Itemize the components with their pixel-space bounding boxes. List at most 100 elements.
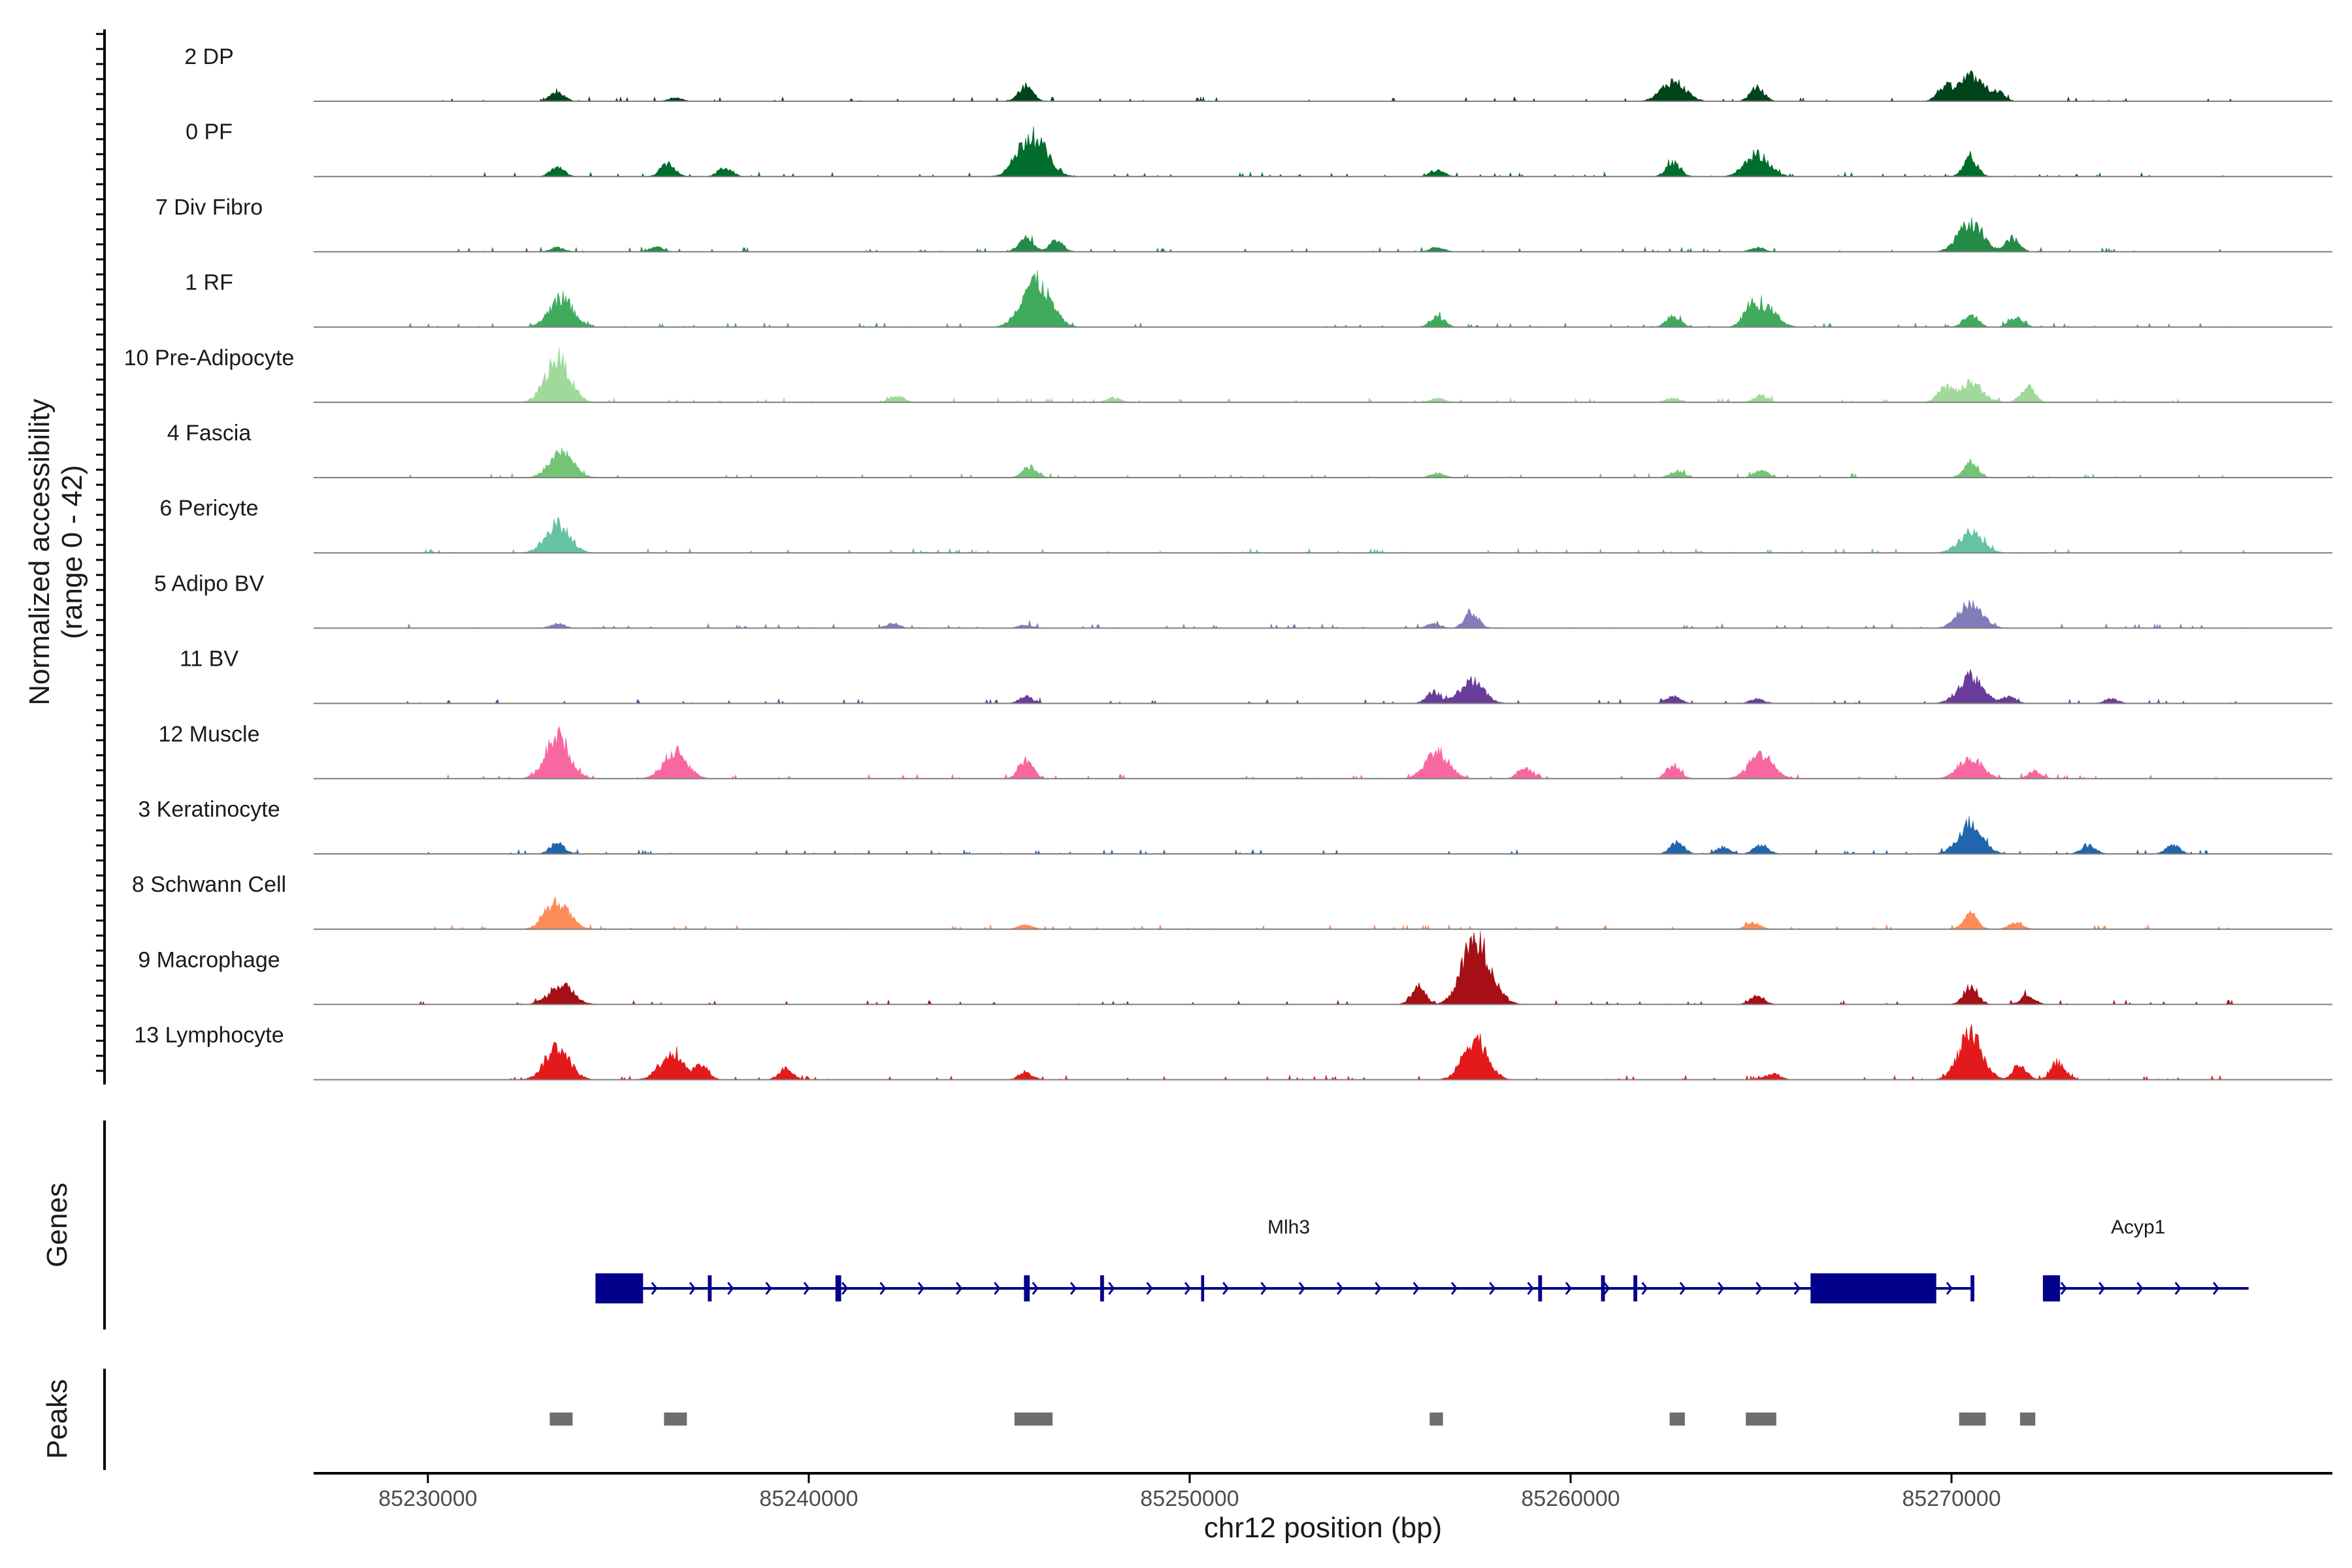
- strand-arrow: [994, 1282, 1001, 1295]
- strand-arrow: [1946, 1282, 1953, 1295]
- x-axis-title: chr12 position (bp): [1204, 1512, 1442, 1544]
- coverage-area-6-pericyte: [404, 516, 2246, 554]
- exon: [1810, 1273, 1936, 1303]
- strand-arrow: [955, 1282, 963, 1295]
- exon: [1633, 1275, 1637, 1301]
- exon: [1970, 1275, 1974, 1301]
- peaks-track-title: Peaks: [41, 1379, 73, 1459]
- track-2-dp: 2 DP: [184, 44, 2332, 103]
- track-label-11-bv: 11 BV: [180, 647, 238, 672]
- track-label-13-lymphocyte: 13 Lymphocyte: [134, 1023, 284, 1048]
- strand-arrow: [1527, 1282, 1534, 1295]
- coverage-area-7-div-fibro: [404, 216, 2245, 253]
- track-label-7-div-fibro: 7 Div Fibro: [155, 195, 263, 220]
- peaks-track: [549, 1413, 2036, 1426]
- strand-arrow: [1641, 1282, 1648, 1295]
- track-label-3-keratinocyte: 3 Keratinocyte: [138, 797, 280, 822]
- track-3-keratinocyte: 3 Keratinocyte: [138, 797, 2332, 855]
- gene-label-mlh3: Mlh3: [1267, 1217, 1310, 1238]
- strand-arrow: [1793, 1282, 1801, 1295]
- exon: [835, 1275, 841, 1301]
- track-8-schwann-cell: 8 Schwann Cell: [132, 872, 2332, 930]
- peak-region: [549, 1413, 573, 1426]
- peak-region: [1669, 1413, 1685, 1426]
- gene-label-acyp1: Acyp1: [2111, 1217, 2165, 1238]
- strand-arrow: [1717, 1282, 1725, 1295]
- strand-arrow: [1184, 1282, 1191, 1295]
- peak-region: [1429, 1413, 1443, 1426]
- coverage-area-8-schwann-cell: [404, 896, 2245, 930]
- strand-arrow: [689, 1282, 696, 1295]
- track-label-8-schwann-cell: 8 Schwann Cell: [132, 872, 286, 897]
- peak-region: [1959, 1413, 1986, 1426]
- strand-arrow: [1679, 1282, 1686, 1295]
- strand-arrow: [1375, 1282, 1382, 1295]
- strand-arrow: [2212, 1282, 2219, 1295]
- peak-region: [664, 1413, 687, 1426]
- strand-arrow: [1489, 1282, 1496, 1295]
- strand-arrow: [1222, 1282, 1230, 1295]
- strand-arrow: [1108, 1282, 1115, 1295]
- strand-arrow: [1565, 1282, 1572, 1295]
- exon: [1601, 1275, 1605, 1301]
- x-tick-label: 85230000: [378, 1486, 477, 1511]
- strand-arrow: [2136, 1282, 2144, 1295]
- coverage-area-3-keratinocyte: [404, 815, 2245, 855]
- track-7-div-fibro: 7 Div Fibro: [155, 195, 2332, 253]
- track-0-pf: 0 PF: [186, 120, 2332, 178]
- x-axis-ticks: 85230000 85240000 85250000 85260000 85270000: [378, 1473, 2001, 1511]
- coverage-area-13-lymphocyte: [404, 1024, 2245, 1081]
- track-label-9-macrophage: 9 Macrophage: [138, 947, 280, 972]
- exon: [708, 1275, 712, 1301]
- strand-arrow: [2099, 1282, 2106, 1295]
- genes-track-title: Genes: [41, 1183, 73, 1267]
- track-label-6-pericyte: 6 Pericyte: [159, 496, 258, 521]
- strand-arrow: [879, 1282, 887, 1295]
- strand-arrow: [1603, 1282, 1610, 1295]
- track-label-10-pre-adipocyte: 10 Pre-Adipocyte: [124, 346, 295, 370]
- exon: [1024, 1275, 1030, 1301]
- peak-region: [1746, 1413, 1776, 1426]
- x-tick-label: 85250000: [1140, 1486, 1239, 1511]
- track-5-adipo-bv: 5 Adipo BV: [154, 571, 2332, 629]
- exon: [2042, 1275, 2061, 1301]
- strand-arrow: [727, 1282, 734, 1295]
- exon: [595, 1273, 644, 1303]
- coverage-area-2-dp: [404, 70, 2245, 103]
- track-label-2-dp: 2 DP: [184, 44, 234, 69]
- strand-arrow: [1298, 1282, 1305, 1295]
- strand-arrow: [765, 1282, 772, 1295]
- track-label-1-rf: 1 RF: [185, 270, 233, 295]
- track-12-muscle: 12 Muscle: [159, 722, 2332, 779]
- x-tick-label: 85240000: [759, 1486, 858, 1511]
- gene-acyp1: Acyp1: [2042, 1217, 2249, 1301]
- coverage-area-11-bv: [404, 669, 2245, 704]
- coverage-y-ticks: [96, 33, 105, 1072]
- coverage-tracks: 2 DP 0 PF 7 Div Fibro 1 RF 10 Pre-Adipocyte 4…: [124, 44, 2332, 1081]
- track-4-fascia: 4 Fascia: [167, 421, 2332, 478]
- coverage-area-10-pre-adipocyte: [404, 347, 2245, 403]
- y-axis-title-line-1: Normalized accessibility: [24, 399, 56, 705]
- strand-arrow: [1070, 1282, 1077, 1295]
- coverage-area-12-muscle: [404, 725, 2245, 779]
- gene-mlh3: Mlh3: [595, 1217, 1974, 1303]
- coverage-area-1-rf: [404, 269, 2245, 328]
- gene-annotation-track: Mlh3 Acyp1: [595, 1217, 2249, 1303]
- peak-region: [1014, 1413, 1053, 1426]
- track-9-macrophage: 9 Macrophage: [138, 930, 2332, 1005]
- strand-arrow: [1032, 1282, 1039, 1295]
- track-1-rf: 1 RF: [185, 269, 2332, 328]
- exon: [1100, 1275, 1104, 1301]
- track-label-5-adipo-bv: 5 Adipo BV: [154, 571, 265, 596]
- coverage-area-4-fascia: [404, 448, 2245, 478]
- strand-arrow: [1413, 1282, 1420, 1295]
- strand-arrow: [1146, 1282, 1153, 1295]
- strand-arrow: [1336, 1282, 1344, 1295]
- track-11-bv: 11 BV: [180, 647, 2332, 704]
- x-tick-label: 85260000: [1521, 1486, 1620, 1511]
- strand-arrow: [803, 1282, 810, 1295]
- track-13-lymphocyte: 13 Lymphocyte: [134, 1023, 2332, 1081]
- coverage-area-5-adipo-bv: [404, 600, 2245, 629]
- strand-arrow: [1756, 1282, 1763, 1295]
